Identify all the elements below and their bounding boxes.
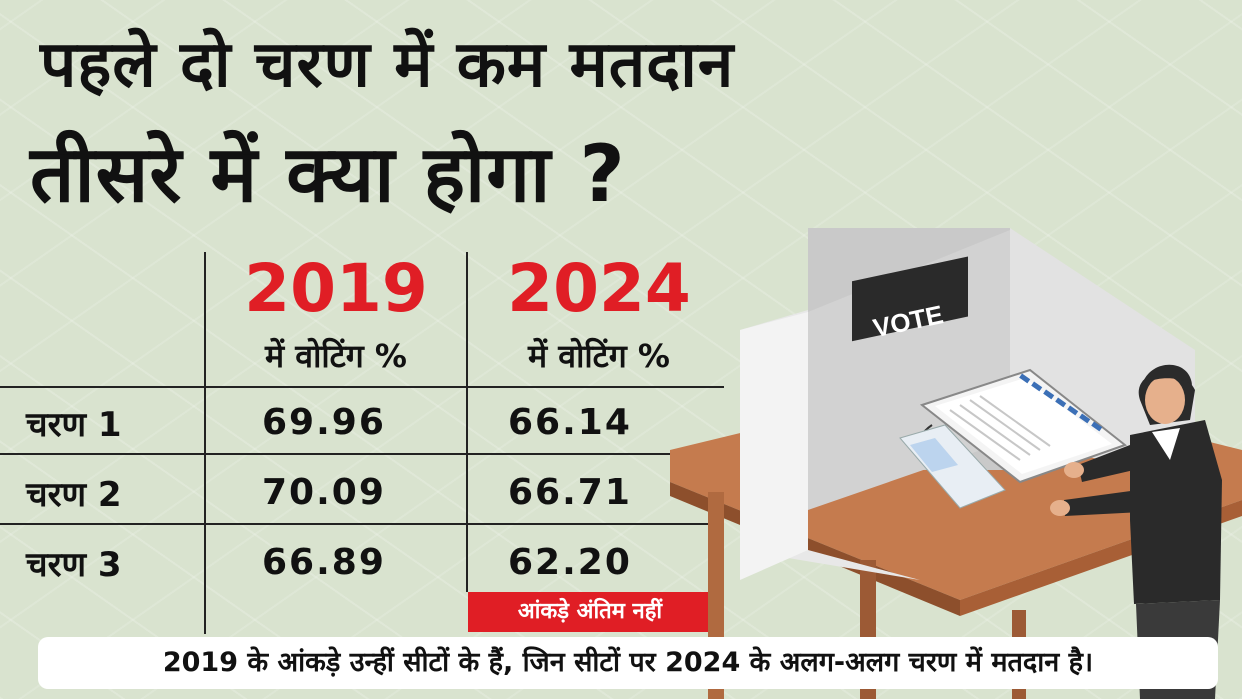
voting-table: 2019 में वोटिंग % 2024 में वोटिंग % चरण … <box>0 248 730 638</box>
row-divider <box>0 453 724 455</box>
column-divider-2 <box>466 252 468 592</box>
phase-3-2019-value: 66.89 <box>262 542 386 583</box>
vote-sign <box>852 256 968 342</box>
row-divider <box>0 523 724 525</box>
phase-2-2019-value: 70.09 <box>262 472 386 513</box>
header-2024-label: में वोटिंग % <box>528 337 670 375</box>
phase-3-label: चरण 3 <box>26 545 122 585</box>
year-2024-header: 2024 <box>507 250 691 327</box>
phase-1-label: चरण 1 <box>26 405 122 445</box>
row-divider <box>0 386 724 388</box>
phase-2-label: चरण 2 <box>26 475 122 515</box>
phase-3-2024-value: 62.20 <box>508 542 632 583</box>
voting-booth-illustration: VOTE <box>670 228 1242 699</box>
phase-1-2024-value: 66.14 <box>508 402 632 443</box>
phase-1-2019-value: 69.96 <box>262 402 386 443</box>
column-divider-1 <box>204 252 206 634</box>
provisional-data-badge: आंकड़े अंतिम नहीं <box>468 592 712 632</box>
footer-note: 2019 के आंकड़े उन्हीं सीटों के हैं, जिन … <box>38 637 1218 689</box>
year-2019-header: 2019 <box>244 250 428 327</box>
headline-line-1: पहले दो चरण में कम मतदान <box>40 28 735 102</box>
phase-2-2024-value: 66.71 <box>508 472 632 513</box>
header-2019-label: में वोटिंग % <box>265 337 407 375</box>
headline-line-2: तीसरे में क्या होगा ? <box>30 130 626 220</box>
